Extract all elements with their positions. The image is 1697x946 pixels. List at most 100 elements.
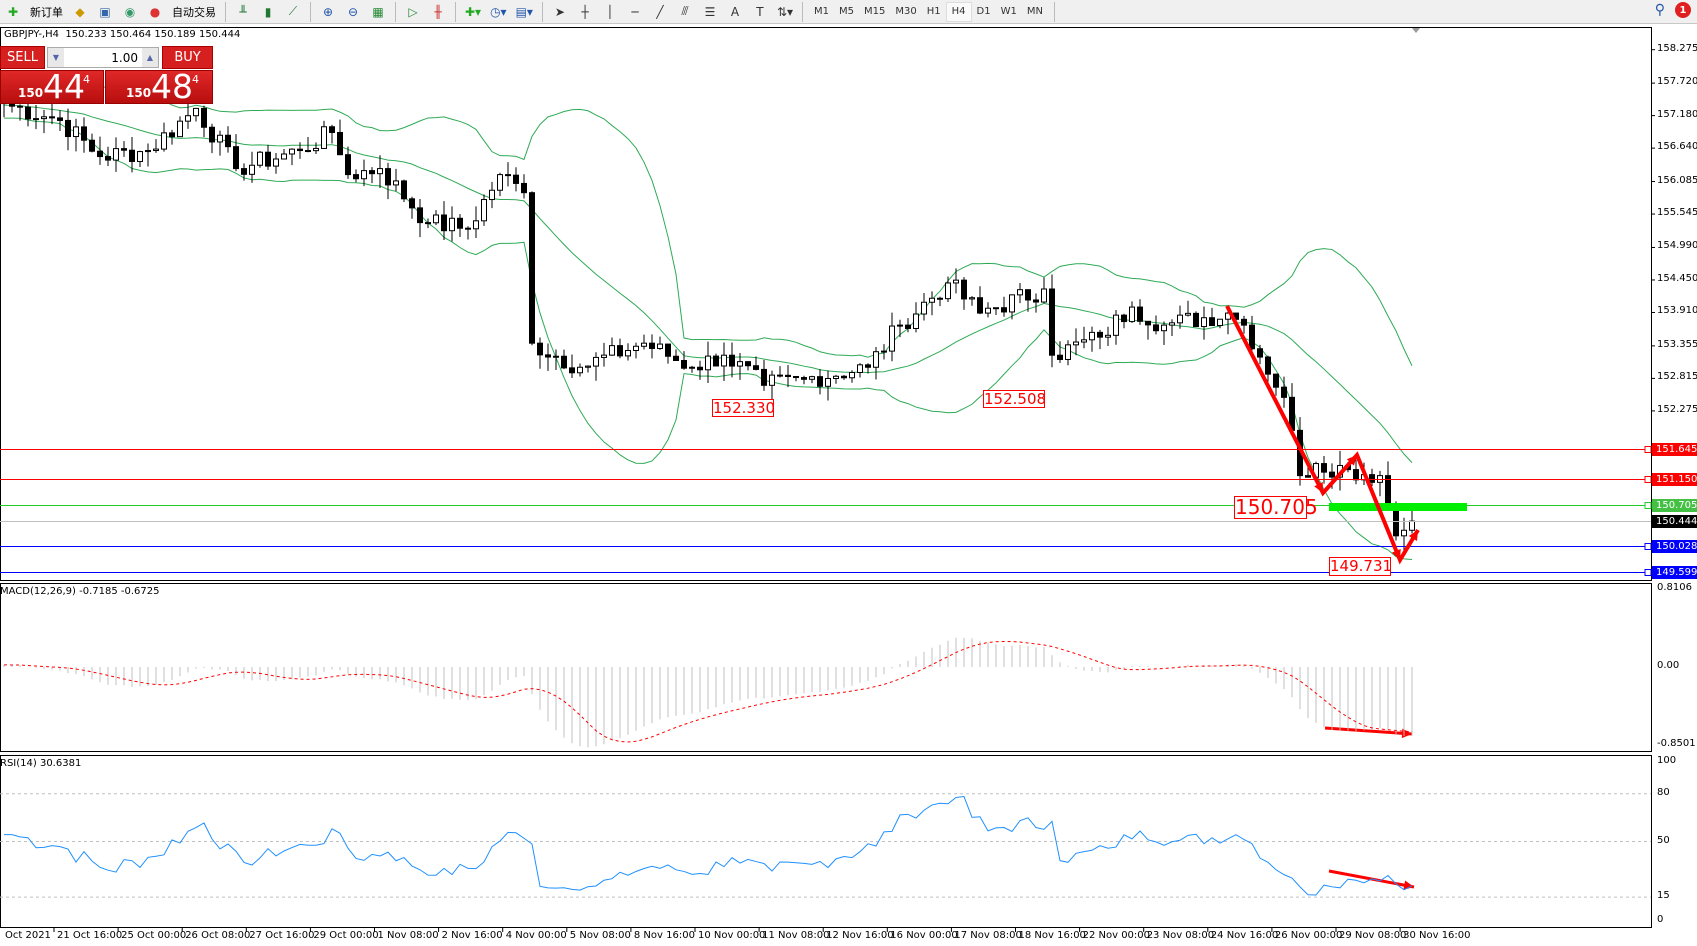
candle [1265,355,1271,382]
candle [841,375,847,380]
candle [601,342,607,367]
vertical-line-icon[interactable]: │ [606,4,614,19]
signals-icon[interactable]: ◉ [124,4,136,19]
candle [169,129,175,145]
buy-price-box[interactable]: 150 48 4 [105,67,213,106]
trendline-icon[interactable]: ╱ [656,4,664,19]
cursor-icon[interactable]: ➤ [554,4,565,19]
candle [297,142,303,159]
time-axis-label: 8 Nov 16:00 [633,930,695,941]
candle-body [1177,314,1183,324]
candle-body [537,342,543,356]
candle [1161,321,1167,345]
zoom-out-icon[interactable]: ⊖ [347,4,359,19]
lot-value[interactable]: 1.00 [111,50,138,65]
lot-input[interactable]: ▼ 1.00 ▲ [47,47,159,68]
candle-body [305,150,311,153]
candle [1009,294,1015,320]
candle [825,370,831,401]
zoom-in-icon[interactable]: ⊕ [322,4,334,19]
candle-body [881,350,887,353]
tile-icon[interactable]: ▦ [372,4,384,19]
fibo-fan-icon[interactable]: ☰ [704,4,716,19]
timeframe-m5[interactable]: M5 [839,6,855,17]
candle-body [769,374,775,386]
lot-decrease-button[interactable]: ▼ [48,48,64,67]
search-icon[interactable]: ⚲ [1654,2,1665,18]
timeframe-h1[interactable]: H1 [926,6,941,17]
timeframe-w1[interactable]: W1 [1000,6,1017,17]
timeframe-m1[interactable]: M1 [814,6,830,17]
candle [761,359,767,391]
candle [1073,328,1079,356]
candle [657,336,663,350]
autoscroll-icon[interactable]: ▷ [408,4,418,19]
lot-increase-button[interactable]: ▲ [142,48,158,67]
crosshair-icon[interactable]: ┼ [581,4,589,19]
new-order-icon[interactable]: ✚ [7,4,19,19]
price-axis-label: 156.085 [1657,174,1697,186]
arrows-icon[interactable]: ⇅▾ [776,4,794,19]
new-order-button[interactable]: 新订单 [30,5,63,19]
candle [1025,289,1031,312]
candle-body [793,375,799,379]
candle [753,356,759,371]
candle-body [921,301,927,315]
buy-button[interactable]: BUY [162,46,213,69]
candle-body [1201,317,1207,328]
time-axis-label: 27 Oct 16:00 [249,930,315,941]
candle-body [17,105,23,108]
sell-price-box[interactable]: 150 44 4 [0,67,104,106]
bar-chart-icon[interactable]: ╨ [239,4,247,19]
rsi-divergence-arrow-head [1403,880,1414,890]
candle [1321,455,1327,484]
sell-button[interactable]: SELL [0,46,45,69]
candle [721,342,727,381]
candle [281,149,287,160]
horizontal-line-icon[interactable]: ─ [631,4,639,19]
label-icon[interactable]: T [756,4,764,19]
candle [217,130,223,156]
fibo-icon[interactable]: ⫻ [681,4,689,18]
candle [161,122,167,152]
macd-axis-label: -0.8501 [1657,738,1696,749]
candle [417,199,423,238]
candle-body [377,168,383,175]
line-chart-icon[interactable]: ⟋ [288,4,298,18]
candle-body [33,118,39,121]
candle-body [809,376,815,380]
templates-icon[interactable]: ▤▾ [515,4,533,19]
timeframe-d1[interactable]: D1 [976,6,991,17]
candle [1089,326,1095,352]
candle-body [505,174,511,177]
auto-trading-icon[interactable]: ● [149,4,161,19]
text-icon[interactable]: A [730,4,740,19]
candle-body [1065,344,1071,360]
candle [393,168,399,192]
auto-trading-button[interactable]: 自动交易 [172,5,216,19]
candle-body [121,148,127,151]
candle-body [889,325,895,352]
indicators-icon[interactable]: ✚▾ [465,4,482,19]
timeframe-m15[interactable]: M15 [864,6,886,17]
candle-body [441,214,447,232]
candle [105,146,111,166]
history-icon[interactable]: ◆ [75,4,85,19]
candle-body [1121,314,1127,323]
candle [201,105,207,138]
candle [1369,468,1375,487]
timeframe-mn[interactable]: MN [1026,6,1043,17]
candle [505,162,511,187]
buy-price-sup: 4 [192,73,199,86]
notification-badge[interactable]: 1 [1675,2,1691,18]
timeframe-m30[interactable]: M30 [895,6,917,17]
candle [545,343,551,371]
candlestick-icon[interactable]: ▮ [264,4,272,19]
candle-body [929,297,935,303]
timeframe-h4[interactable]: H4 [945,1,972,22]
chart-shift-icon[interactable]: ╫ [434,4,442,19]
annotation-low-2: 152.508 [983,390,1047,408]
periods-icon[interactable]: ◷▾ [490,4,507,19]
navigator-icon[interactable]: ▣ [99,4,111,19]
